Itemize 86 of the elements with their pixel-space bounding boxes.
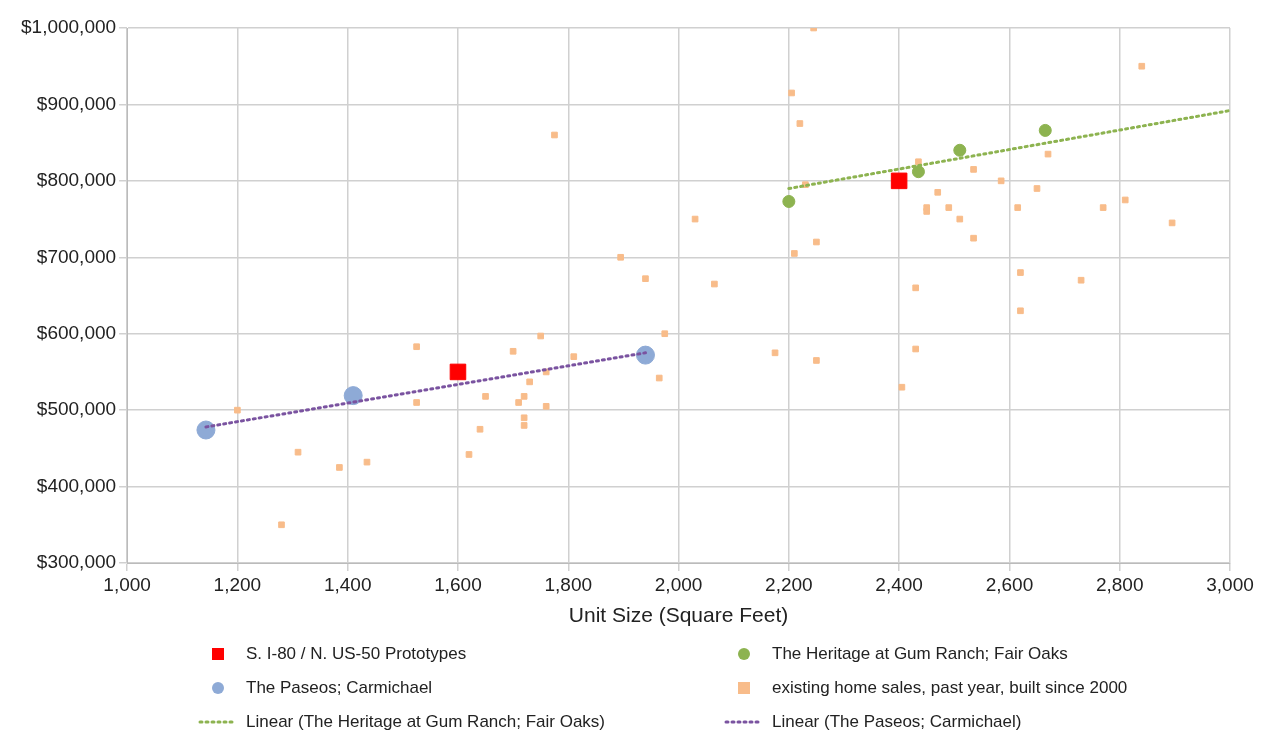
point [655,374,663,382]
point [234,406,241,414]
point [813,357,820,364]
point [898,383,906,391]
point [520,422,528,429]
legend-label: Linear (The Paseos; Carmichael) [772,712,1022,732]
point [336,464,343,471]
point [449,363,467,381]
x-tick-label: 3,000 [1206,573,1254,595]
point [923,208,931,215]
point [1121,196,1129,204]
point [997,177,1005,185]
y-tick-label: $1,000,000 [21,16,117,38]
point [953,143,967,157]
point [791,250,798,257]
x-axis-title: Unit Size (Square Feet) [568,603,789,627]
x-tick-label: 1,200 [213,573,262,595]
point [515,399,522,406]
point [1168,219,1176,227]
point [526,378,533,386]
point [465,451,473,458]
x-tick-label: 2,200 [765,573,813,595]
point [363,458,371,466]
x-tick-label: 1,600 [434,573,482,595]
point [661,330,669,338]
x-tick-label: 1,400 [323,573,372,595]
point [1044,150,1052,158]
point [796,120,804,127]
x-tick-label: 1,000 [103,573,151,595]
y-tick-label: $700,000 [36,245,117,267]
point [915,158,922,166]
point [413,399,420,406]
point [1038,123,1052,137]
x-tick-label: 2,800 [1095,573,1144,595]
point [912,284,919,292]
point [537,332,545,340]
y-tick-label: $400,000 [36,474,117,496]
point [934,188,942,196]
y-tick-label: $900,000 [36,92,117,114]
point [542,402,550,410]
point [1017,269,1024,276]
y-tick-label: $800,000 [36,169,117,191]
legend-label: The Heritage at Gum Ranch; Fair Oaks [772,644,1068,664]
point [912,345,919,353]
point [956,215,964,223]
point [1138,62,1146,70]
point [476,425,484,433]
point [570,353,578,360]
point [813,238,820,246]
x-tick-label: 2,600 [985,573,1034,595]
y-tick-label: $500,000 [36,398,117,420]
y-tick-label: $300,000 [36,551,117,573]
x-tick-label: 1,800 [544,573,593,595]
point [771,349,779,357]
x-tick-label: 2,400 [875,573,923,595]
point [482,393,489,400]
point [278,521,285,529]
point [970,234,977,242]
point [782,194,796,208]
point [911,165,925,179]
point [1077,276,1085,284]
point [945,204,953,211]
point [1033,185,1041,192]
point [970,166,977,173]
point [890,172,908,190]
point [1014,204,1022,211]
point [551,131,558,139]
point [1017,307,1024,315]
x-tick-label: 2,000 [654,573,703,595]
point [691,215,699,223]
legend-label: The Paseos; Carmichael [246,678,433,698]
point [509,347,517,355]
point [642,275,649,283]
point [711,280,718,288]
point [294,448,302,456]
legend-label: existing home sales, past year, built since 2000 [772,678,1128,698]
legend-label: Linear (The Heritage at Gum Ranch; Fair Oaks) [246,712,606,732]
point [196,420,216,440]
y-tick-label: $600,000 [36,321,117,343]
point [617,253,624,261]
point [1099,204,1107,211]
legend-label: S. I-80 / N. US-50 Prototypes [246,644,467,664]
point [413,343,420,351]
point [788,89,795,97]
point [520,414,528,422]
point [520,393,528,400]
